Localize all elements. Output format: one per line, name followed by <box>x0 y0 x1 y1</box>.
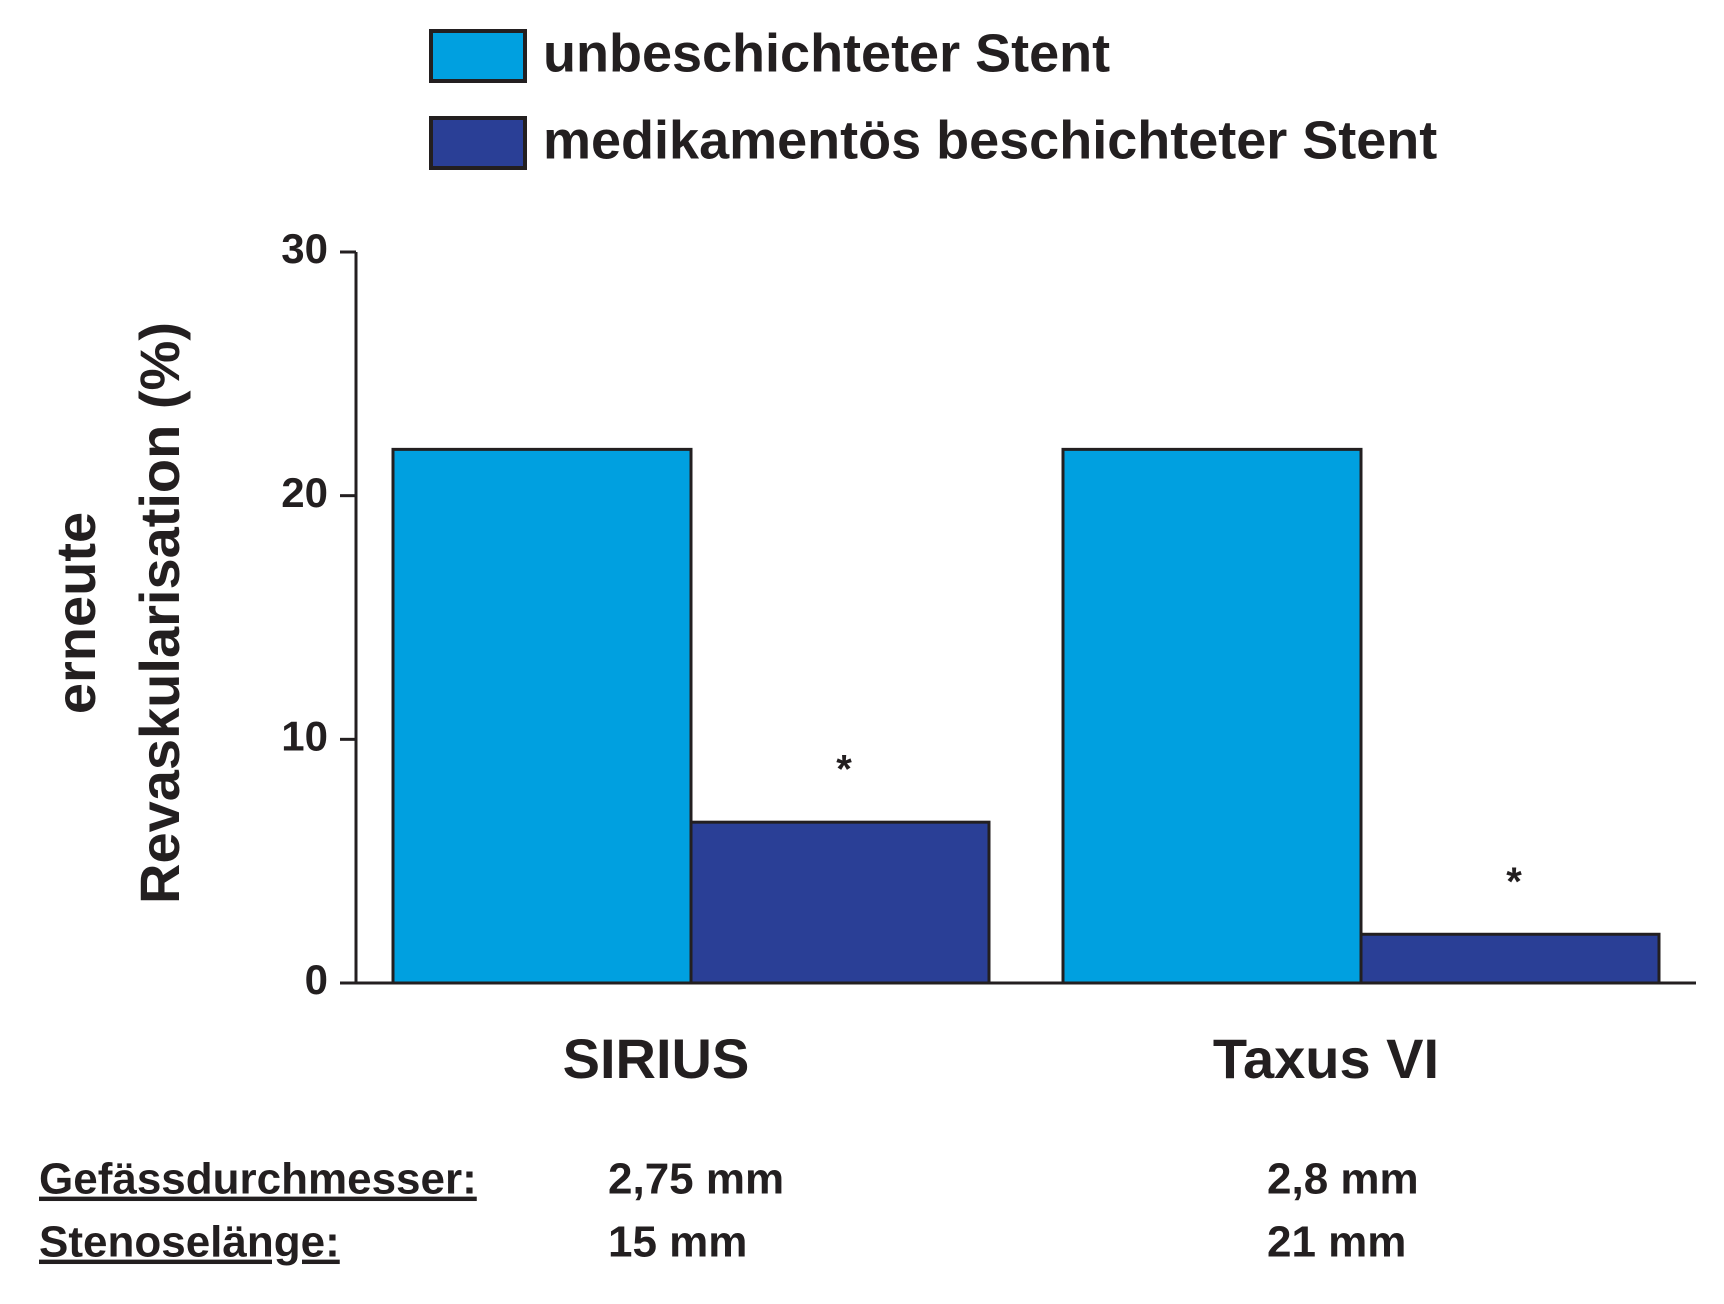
y-tick-label: 30 <box>281 225 328 272</box>
annotation: * <box>1506 860 1522 904</box>
y-tick-label: 10 <box>281 712 328 759</box>
table-label: Gefässdurchmesser: <box>39 1155 477 1204</box>
table-value: 15 mm <box>608 1218 747 1267</box>
table-value: 2,75 mm <box>608 1155 784 1204</box>
x-tick-label: SIRIUS <box>563 1027 750 1090</box>
x-tick-label: Taxus VI <box>1213 1027 1439 1090</box>
annotation: * <box>836 748 852 792</box>
legend-swatch <box>429 116 527 170</box>
legend-swatch <box>429 29 527 83</box>
legend-label: unbeschichteter Stent <box>543 23 1110 83</box>
table-value: 2,8 mm <box>1267 1155 1419 1204</box>
y-axis-label: erneute <box>44 512 107 714</box>
bar <box>391 447 693 985</box>
bar <box>689 820 991 985</box>
y-tick-label: 0 <box>305 956 328 1003</box>
bar <box>1061 447 1363 985</box>
legend-label: medikamentös beschichteter Stent <box>543 110 1437 170</box>
bar <box>1359 932 1661 985</box>
y-tick-label: 20 <box>281 469 328 516</box>
table-value: 21 mm <box>1267 1218 1406 1267</box>
table-label: Stenoselänge: <box>39 1218 340 1267</box>
y-axis-label: Revaskularisation (%) <box>128 322 191 904</box>
